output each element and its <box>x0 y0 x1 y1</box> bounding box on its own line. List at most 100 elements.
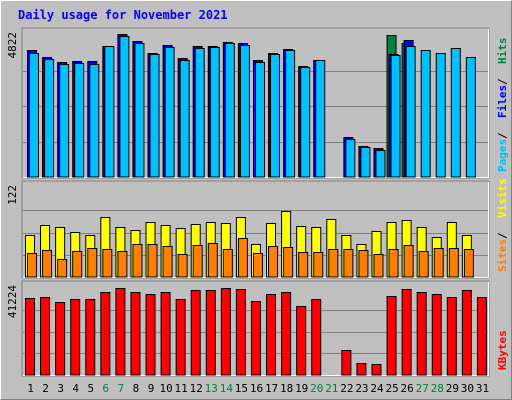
kbytes-bar-29 <box>446 297 457 376</box>
x-tick-label-27: 27 <box>416 382 429 395</box>
pages-bar-10 <box>164 47 175 178</box>
x-tick-label-28: 28 <box>431 382 444 395</box>
kbytes-bar-12 <box>190 290 201 376</box>
x-tick-label-31: 31 <box>476 382 489 395</box>
pages-bar-20 <box>315 60 326 178</box>
x-tick-label-24: 24 <box>370 382 384 395</box>
kbytes-bar-9 <box>145 294 156 376</box>
x-tick-label-16: 16 <box>250 382 263 395</box>
chart-title: Daily usage for November 2021 <box>18 8 228 22</box>
sites-bar-29 <box>448 248 459 278</box>
pages-bar-26 <box>405 46 416 178</box>
x-tick-label-2: 2 <box>42 382 49 395</box>
sites-bar-18 <box>283 247 294 278</box>
pages-bar-9 <box>149 54 160 178</box>
x-tick-label-21: 21 <box>325 382 338 395</box>
kbytes-bar-6 <box>100 292 111 376</box>
kbytes-bar-30 <box>461 290 472 376</box>
middle-legend-separator-1: / <box>496 232 509 239</box>
x-tick-label-3: 3 <box>57 382 64 395</box>
pages-bar-14 <box>224 43 235 178</box>
kbytes-bar-10 <box>160 292 171 376</box>
pages-bar-2 <box>44 59 55 178</box>
x-tick-label-18: 18 <box>280 382 293 395</box>
kbytes-bar-15 <box>235 289 246 376</box>
kbytes-bar-3 <box>55 302 66 376</box>
x-tick-label-4: 4 <box>72 382 79 395</box>
kbytes-bar-7 <box>115 288 126 376</box>
pages-bar-7 <box>119 36 130 178</box>
pages-bar-29 <box>450 48 461 178</box>
kbytes-bar-19 <box>296 306 307 376</box>
x-tick-label-15: 15 <box>235 382 248 395</box>
sites-bar-21 <box>328 249 339 278</box>
x-tick-label-13: 13 <box>205 382 218 395</box>
pages-bar-24 <box>375 150 386 178</box>
x-tick-label-17: 17 <box>265 382 278 395</box>
pages-bar-23 <box>360 147 371 178</box>
sites-bar-16 <box>252 253 263 278</box>
pages-bar-27 <box>420 50 431 178</box>
x-tick-label-30: 30 <box>461 382 474 395</box>
sites-bar-2 <box>42 250 53 278</box>
x-tick-label-9: 9 <box>148 382 155 395</box>
sites-bar-23 <box>358 250 369 278</box>
pages-bar-1 <box>29 53 39 178</box>
kbytes-bar-4 <box>70 299 81 376</box>
kbytes-bar-27 <box>416 292 427 376</box>
kbytes-bar-20 <box>311 299 322 376</box>
sites-bar-8 <box>132 244 143 278</box>
middle-max-label: 122 <box>6 185 19 205</box>
bottom-max-label: 41224 <box>6 285 19 318</box>
sites-bar-3 <box>57 259 68 278</box>
sites-bar-12 <box>192 245 203 278</box>
kbytes-bar-14 <box>220 288 231 376</box>
kbytes-bar-23 <box>356 363 367 376</box>
x-tick-label-14: 14 <box>220 382 234 395</box>
legend-hits: Hits <box>496 38 509 65</box>
legend-visits: Visits <box>496 178 509 218</box>
sites-bar-17 <box>268 246 279 278</box>
sites-bar-7 <box>117 251 128 278</box>
sites-bar-22 <box>343 249 354 278</box>
bottom-panel: 41224 KBytes <box>6 280 509 377</box>
kbytes-bar-28 <box>431 294 442 376</box>
middle-panel: 122 Sites / Visits <box>6 178 509 279</box>
sites-bar-19 <box>298 252 309 278</box>
sites-bar-24 <box>373 254 384 278</box>
sites-bar-6 <box>102 249 113 278</box>
legend-kbytes: KBytes <box>496 330 509 370</box>
kbytes-bar-31 <box>476 297 487 376</box>
x-tick-label-6: 6 <box>103 382 110 395</box>
x-tick-label-23: 23 <box>355 382 368 395</box>
kbytes-bar-8 <box>130 292 141 376</box>
x-tick-label-12: 12 <box>190 382 203 395</box>
sites-bar-30 <box>463 249 474 278</box>
kbytes-bar-11 <box>175 299 186 376</box>
kbytes-bar-26 <box>401 289 412 376</box>
pages-bar-22 <box>345 139 356 178</box>
sites-bar-26 <box>403 245 414 278</box>
pages-bar-30 <box>465 57 476 178</box>
x-tick-label-10: 10 <box>159 382 172 395</box>
top-legend-separator-1: / <box>496 132 509 139</box>
kbytes-bar-1 <box>25 298 35 376</box>
sites-bar-25 <box>388 249 399 278</box>
kbytes-bar-17 <box>266 294 277 376</box>
sites-bar-20 <box>313 252 324 278</box>
pages-bar-15 <box>239 45 250 178</box>
sites-bar-27 <box>418 251 429 278</box>
top-panel: 4822 Pages / Files / Hits <box>6 27 509 179</box>
pages-bar-18 <box>285 50 296 178</box>
x-tick-label-1: 1 <box>27 382 34 395</box>
kbytes-bar-18 <box>281 292 292 376</box>
pages-bar-19 <box>300 67 311 178</box>
x-tick-label-26: 26 <box>401 382 414 395</box>
top-legend-separator-2: / <box>496 78 509 85</box>
pages-bar-17 <box>270 54 281 178</box>
pages-bar-28 <box>435 53 446 178</box>
legend-pages: Pages <box>496 139 509 172</box>
x-tick-label-29: 29 <box>446 382 459 395</box>
sites-bar-28 <box>433 248 444 278</box>
